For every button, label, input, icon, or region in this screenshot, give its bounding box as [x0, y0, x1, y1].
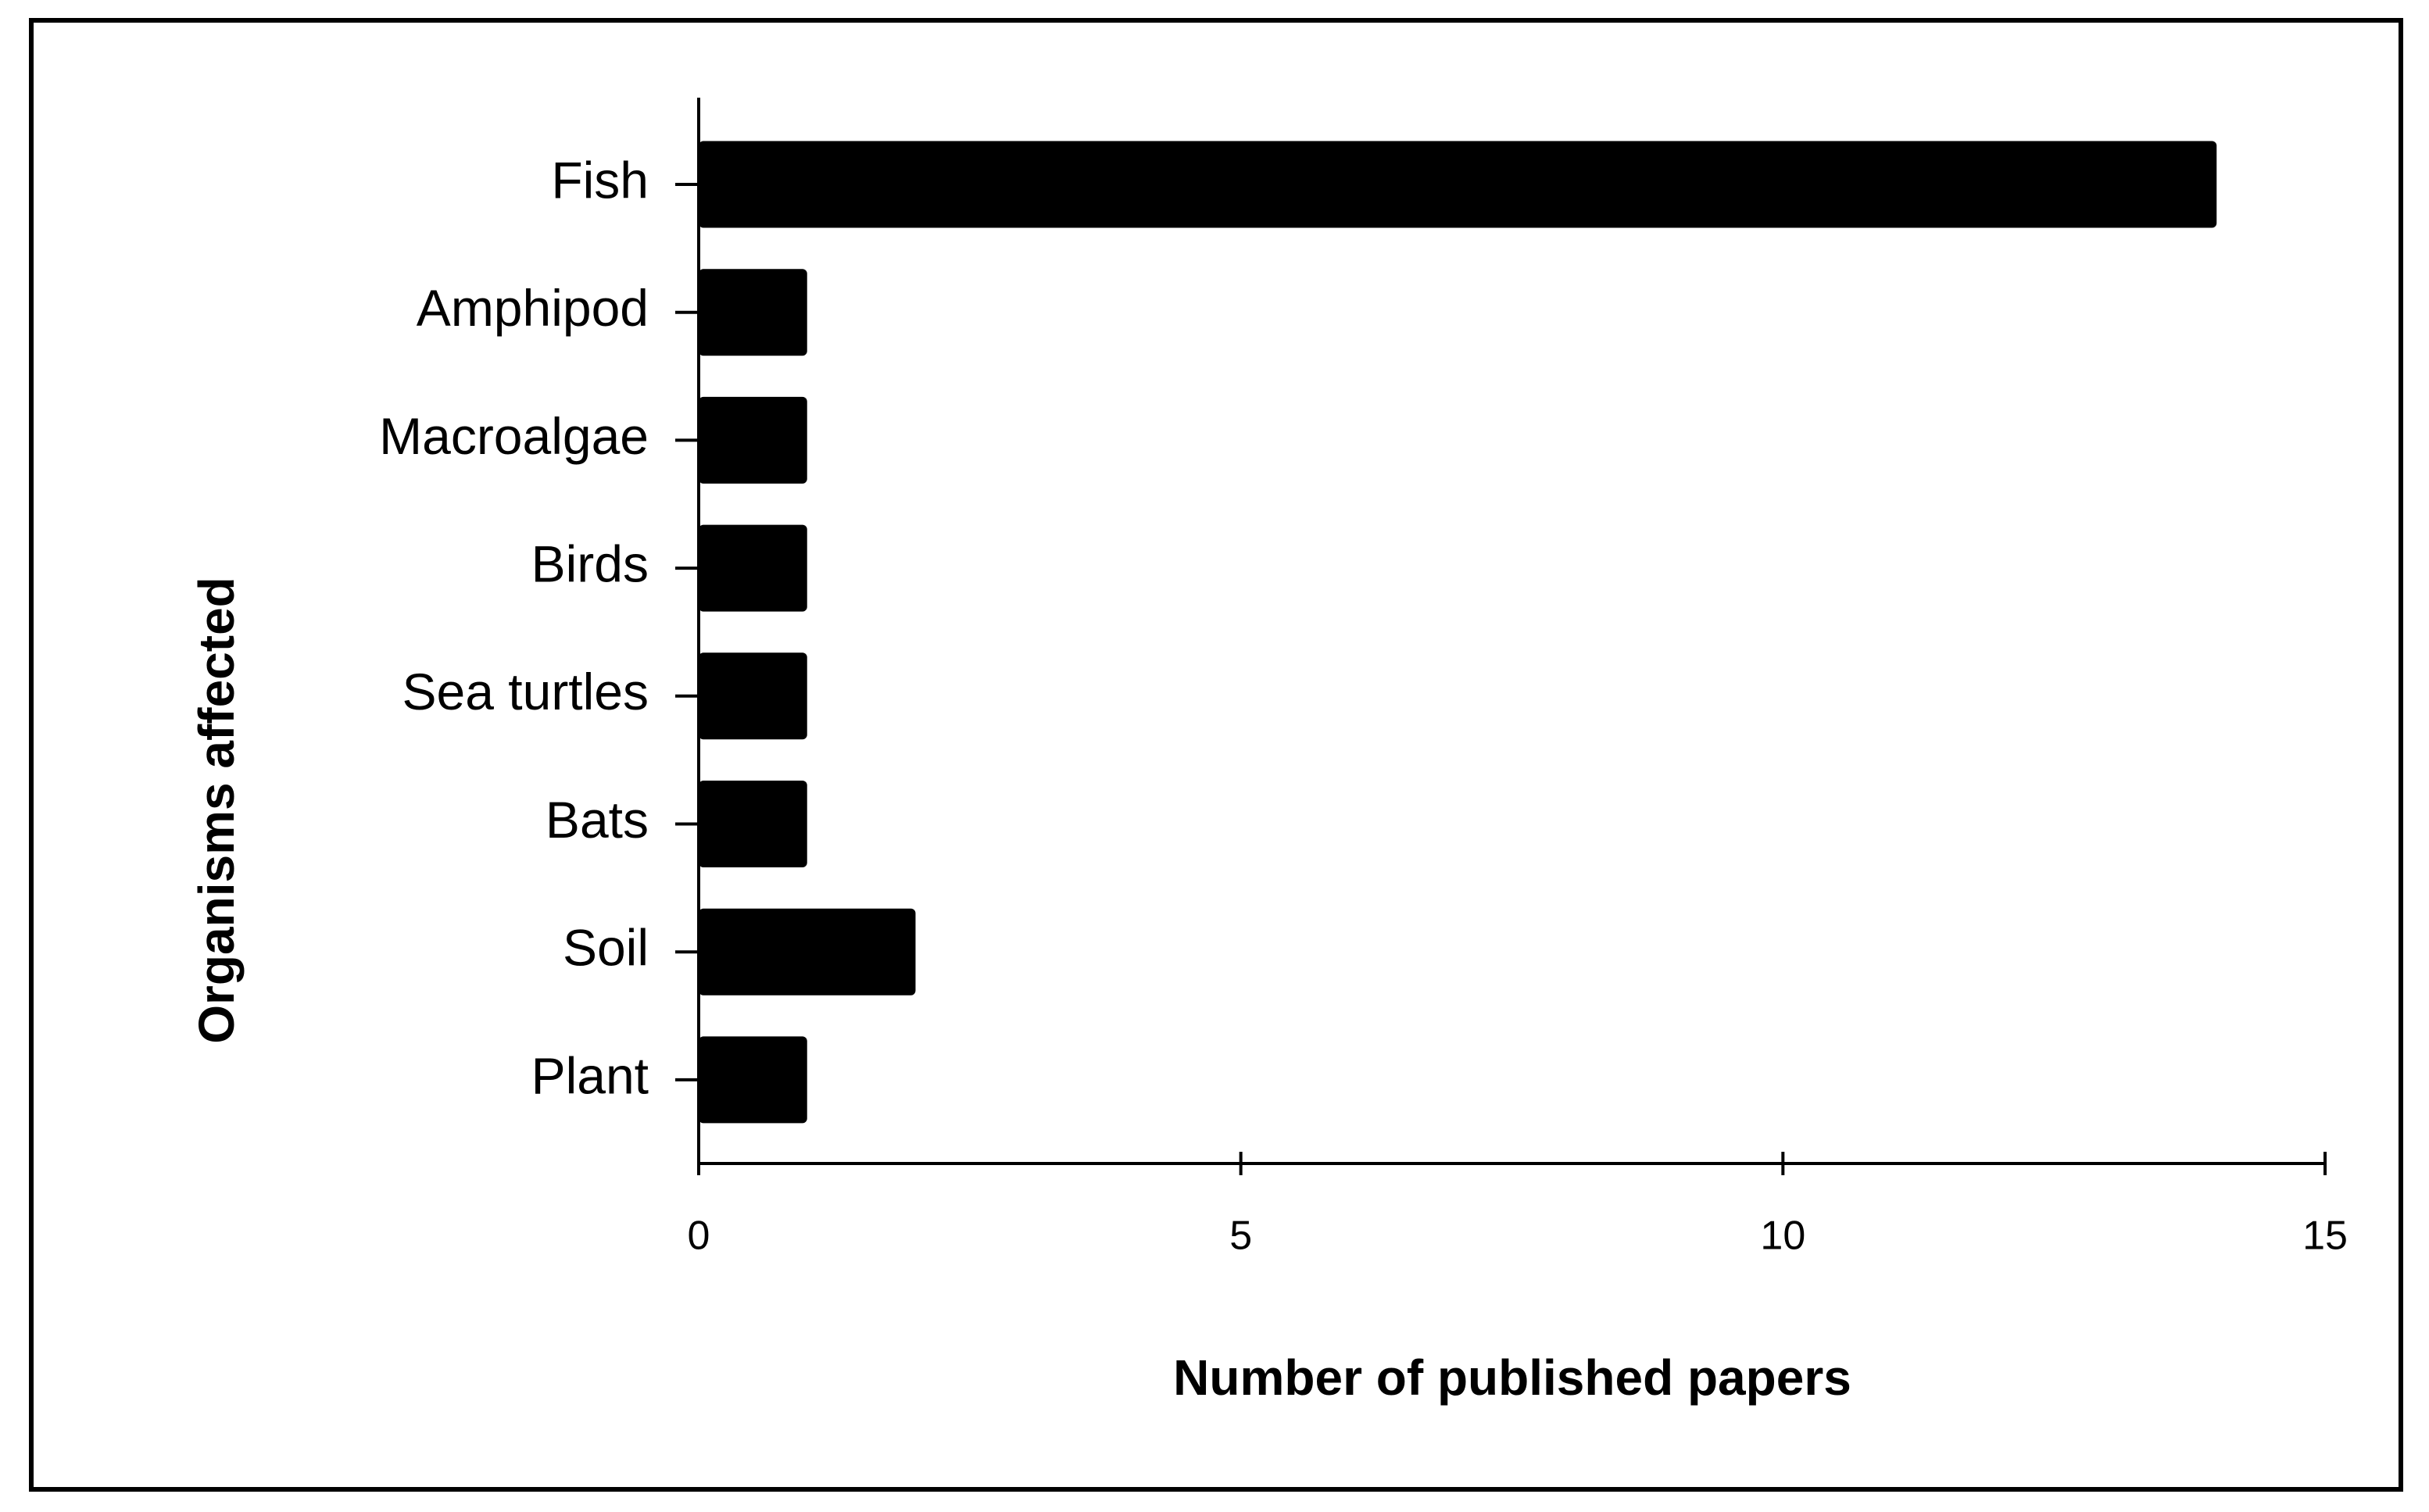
y-tick-label: Macroalgae — [379, 407, 649, 465]
y-axis-title: Organisms affected — [188, 577, 245, 1044]
frame — [29, 18, 2403, 1492]
y-tick-label: Plant — [531, 1046, 649, 1104]
bar — [699, 269, 807, 356]
x-tick-label: 10 — [1760, 1214, 1805, 1259]
bar — [699, 1036, 807, 1124]
y-tick-label: Birds — [531, 535, 649, 593]
y-tick-label: Bats — [546, 791, 649, 849]
y-tick-label: Soil — [563, 919, 649, 977]
bar — [699, 652, 807, 740]
y-tick-label: Fish — [551, 151, 649, 209]
x-tick-label: 0 — [688, 1214, 710, 1259]
x-tick-label: 15 — [2302, 1214, 2348, 1259]
bar — [699, 396, 807, 484]
y-tick-label: Sea turtles — [402, 663, 649, 720]
y-tick-label: Amphipod — [417, 279, 649, 337]
x-axis-title: Number of published papers — [1173, 1349, 1851, 1406]
bar — [699, 781, 807, 867]
bar — [699, 524, 807, 612]
x-tick-label: 5 — [1229, 1214, 1252, 1259]
bar — [699, 908, 916, 995]
bar — [699, 141, 2217, 228]
